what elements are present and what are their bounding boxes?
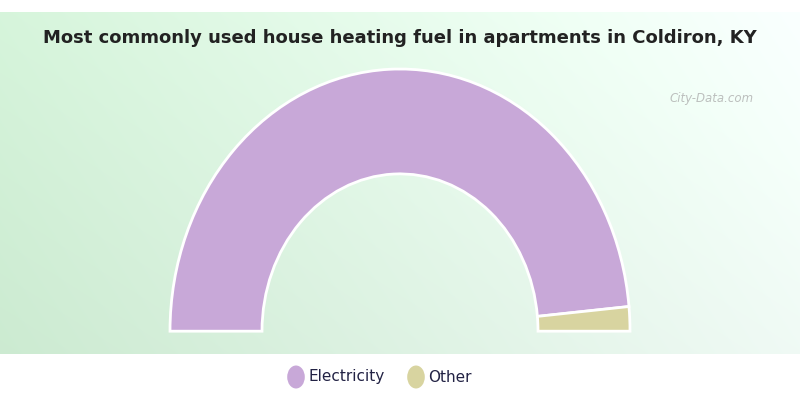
- Text: Other: Other: [428, 370, 471, 384]
- Wedge shape: [170, 69, 629, 331]
- Text: City-Data.com: City-Data.com: [670, 92, 754, 105]
- Text: Most commonly used house heating fuel in apartments in Coldiron, KY: Most commonly used house heating fuel in…: [43, 29, 757, 47]
- Ellipse shape: [407, 366, 425, 388]
- Text: Electricity: Electricity: [308, 370, 384, 384]
- Wedge shape: [538, 306, 630, 331]
- Ellipse shape: [287, 366, 305, 388]
